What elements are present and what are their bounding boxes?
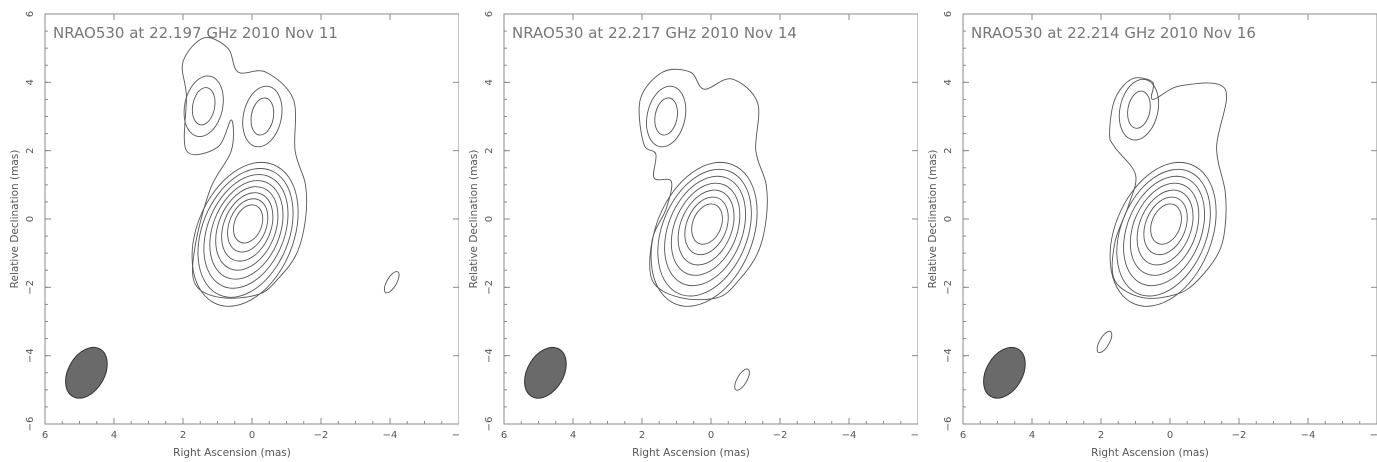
x-tick-label: −4 [842,430,857,441]
contour-component [250,97,275,136]
x-tick-label: 2 [180,430,186,441]
contour-core-level [670,182,741,276]
contour-core-level [232,204,264,244]
contour-core-level [209,180,284,280]
contour-core-level [657,168,752,297]
x-tick-label: −2 [1232,430,1247,441]
x-tick-label: 0 [1167,430,1173,441]
map-title: NRAO530 at 22.214 GHz 2010 Nov 16 [971,24,1256,42]
x-tick-label: 0 [708,430,714,441]
contour-core-level [227,198,269,253]
contour-core-level [197,168,294,298]
y-axis-label: Relative Declination (mas) [468,150,480,289]
y-tick-label: 6 [484,11,495,17]
contour-component [383,271,400,294]
contour-component [1096,330,1113,354]
beam-ellipse [65,346,108,399]
map-panel-2: 6 4 2 0 −2 −4 −6 −6 −4 −2 0 2 4 6 Right Ascension (mas… [459,0,918,462]
y-tick-label: 0 [484,216,495,222]
y-tick-label: 2 [943,147,954,153]
y-tick-label: 6 [943,11,954,17]
contour-outer [1109,77,1228,299]
beam-ellipse [983,346,1026,399]
y-tick-label: −4 [25,348,36,363]
contour-group [181,37,400,307]
contour-core-level [191,161,299,307]
map-panel-3: 6 4 2 0 −2 −4 −6 −6 −4 −2 0 2 4 6 Right Ascension (mas… [918,0,1377,462]
map-title: NRAO530 at 22.217 GHz 2010 Nov 14 [512,24,797,42]
x-tick-label: −2 [773,430,788,441]
y-axis-label: Relative Declination (mas) [927,150,939,289]
x-tick-label: −6 [452,430,459,441]
x-tick-label: 2 [1098,430,1104,441]
y-tick-label: 0 [943,216,954,222]
y-tick-label: −6 [943,417,954,432]
x-tick-label: −2 [314,430,329,441]
contour-core-level [1129,182,1200,276]
contour-component-outer [646,85,687,148]
contour-core-level [650,161,758,307]
y-tick-label: 6 [25,11,36,17]
contour-core-level [221,192,274,262]
contour-core-level [215,186,279,271]
x-tick-label: 4 [570,430,576,441]
y-tick-label: 4 [25,79,36,85]
contour-core-level [684,196,729,256]
x-tick-label: 2 [639,430,645,441]
y-tick-label: −4 [943,348,954,363]
contour-core-level [677,189,735,266]
contour-core-level [664,175,747,287]
y-tick-label: −6 [484,417,495,432]
y-tick-label: −2 [25,280,36,295]
y-tick-label: 0 [25,216,36,222]
y-tick-label: 2 [25,147,36,153]
contour-group [1096,77,1228,354]
x-tick-label: 0 [249,430,255,441]
y-tick-label: 4 [943,79,954,85]
x-axis-label: Right Ascension (mas) [1091,447,1209,459]
contour-core-level [1150,203,1182,245]
contour-core-level [1143,196,1188,256]
x-tick-label: −4 [1301,430,1316,441]
x-tick-label: 6 [960,430,966,441]
x-axis-label: Right Ascension (mas) [173,447,291,459]
contour-component [734,368,750,391]
contour-component-outer [1118,78,1160,141]
contour-group [638,68,768,391]
contour-component [654,97,678,136]
contour-component-outer [242,85,283,148]
map-panel-1: 6 4 2 0 −2 −4 −6 −6 −4 −2 0 2 4 6 Right Ascension (mas… [0,0,459,462]
contour-component [191,87,216,126]
x-tick-label: −6 [1370,430,1377,441]
contour-outer [181,37,308,299]
contour-core-level [1116,168,1211,297]
x-tick-label: 4 [111,430,117,441]
y-tick-label: −2 [484,280,495,295]
x-tick-label: 6 [501,430,507,441]
contour-component-outer [183,75,224,137]
y-tick-label: −2 [943,280,954,295]
y-tick-label: 4 [484,79,495,85]
y-axis-label: Relative Declination (mas) [9,150,21,289]
contour-outer [638,68,768,301]
beam-ellipse [524,346,567,399]
x-tick-label: 4 [1029,430,1035,441]
x-tick-label: −6 [911,430,918,441]
map-svg-2: 6 4 2 0 −2 −4 −6 −6 −4 −2 0 2 4 6 Right Ascension (mas… [468,11,918,459]
contour-core-level [203,174,289,289]
y-tick-label: 2 [484,147,495,153]
contour-core-level [691,203,723,245]
contour-component [1127,90,1151,129]
contour-core-level [1123,175,1206,287]
x-tick-label: −4 [383,430,398,441]
map-svg-1: 6 4 2 0 −2 −4 −6 −6 −4 −2 0 2 4 6 Right Ascension (mas… [9,11,459,459]
contour-core-level [1136,189,1194,266]
x-tick-label: 6 [42,430,48,441]
y-tick-label: −4 [484,348,495,363]
map-title: NRAO530 at 22.197 GHz 2010 Nov 11 [53,24,338,42]
map-svg-3: 6 4 2 0 −2 −4 −6 −6 −4 −2 0 2 4 6 Right Ascension (mas… [927,11,1377,459]
x-axis-label: Right Ascension (mas) [632,447,750,459]
y-tick-label: −6 [25,417,36,432]
contour-core-level [1109,161,1217,307]
